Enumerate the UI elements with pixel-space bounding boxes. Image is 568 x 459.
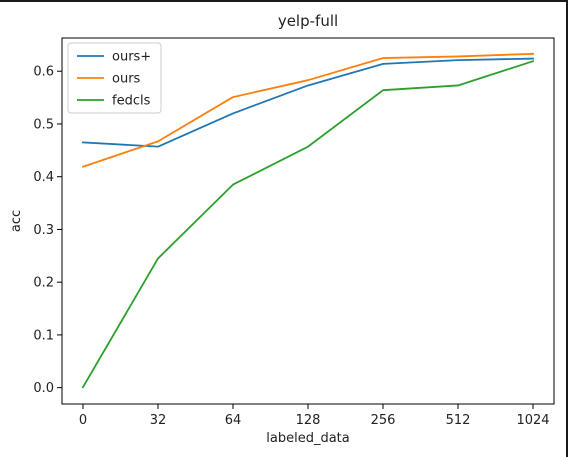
chart-title: yelp-full	[278, 12, 338, 30]
x-tick-label: 32	[150, 413, 167, 428]
y-tick-label: 0.4	[33, 170, 54, 185]
series-group	[81, 52, 535, 389]
x-tick-label: 1024	[516, 413, 549, 428]
y-axis-label: acc	[9, 210, 24, 232]
x-tick-label: 256	[371, 413, 396, 428]
y-tick-label: 0.0	[33, 381, 54, 396]
y-tick-label: 0.1	[33, 328, 54, 343]
x-tick-label: 512	[446, 413, 471, 428]
x-tick-label: 64	[225, 413, 242, 428]
x-axis: 0 32 64 128 256 512 1024	[79, 404, 550, 428]
x-tick-label: 0	[79, 413, 87, 428]
legend-box	[67, 42, 162, 114]
y-tick-label: 0.2	[33, 276, 54, 291]
legend-label: fedcls	[112, 94, 151, 109]
y-tick-label: 0.6	[33, 65, 54, 80]
legend-label: ours+	[112, 50, 151, 65]
legend-label: ours	[112, 72, 141, 87]
y-tick-label: 0.3	[33, 223, 54, 238]
series-line-fedcls	[81, 60, 535, 389]
y-axis: 0.0 0.1 0.2 0.3 0.4 0.5 0.6	[33, 65, 62, 396]
series-line-ours	[82, 57, 534, 148]
legend: ours+ ours fedcls	[67, 42, 162, 114]
y-tick-label: 0.5	[33, 117, 54, 132]
x-axis-label: labeled_data	[266, 431, 349, 446]
x-tick-label: 128	[296, 413, 321, 428]
series-line-ours	[81, 52, 534, 168]
